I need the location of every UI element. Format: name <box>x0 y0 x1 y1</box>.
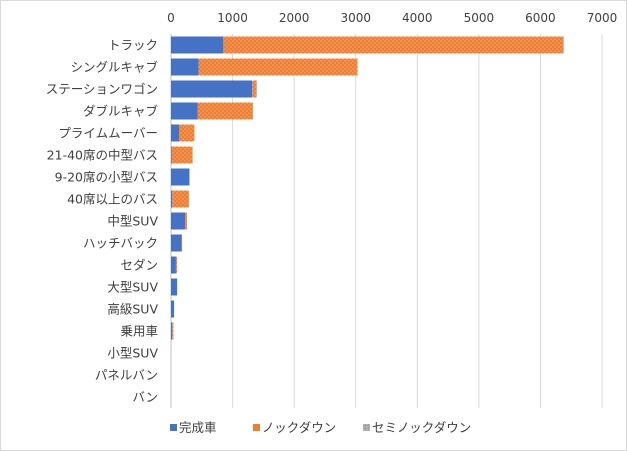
x-tick-label: 2000 <box>279 11 310 25</box>
legend-label: ノックダウン <box>262 420 336 435</box>
legend-swatch <box>363 424 370 431</box>
x-tick-label: 4000 <box>402 11 433 25</box>
bar-complete <box>171 146 172 164</box>
bar-knockdown <box>179 124 195 142</box>
bar-knockdown <box>252 80 256 98</box>
category-label: ハッチバック <box>83 236 158 251</box>
bar-complete <box>171 124 180 142</box>
bar-knockdown <box>223 36 564 54</box>
bar-complete <box>171 256 176 274</box>
bar-complete <box>171 58 199 76</box>
category-label: 9-20席の小型バス <box>55 170 158 185</box>
category-label: バン <box>132 390 158 405</box>
bar-complete <box>171 36 224 54</box>
category-label: セダン <box>120 258 158 273</box>
category-label: 乗用車 <box>120 324 158 339</box>
x-tick-label: 3000 <box>340 11 371 25</box>
category-label: 小型SUV <box>107 346 158 361</box>
bar-knockdown <box>198 58 358 76</box>
x-tick-label: 1000 <box>217 11 248 25</box>
x-tick-label: 6000 <box>525 11 556 25</box>
bar-semi-knockdown <box>255 80 257 98</box>
bar-complete <box>171 234 182 252</box>
category-label: 21-40席の中型バス <box>47 148 158 163</box>
legend-swatch <box>253 424 260 431</box>
bar-semi-knockdown <box>563 36 564 54</box>
bar-complete <box>171 300 175 318</box>
bar-knockdown <box>171 146 193 164</box>
x-axis-ticks: 0 1000 2000 3000 4000 5000 6000 7000 <box>167 11 617 25</box>
bar-knockdown <box>185 212 188 230</box>
legend-label: セミノックダウン <box>372 420 471 435</box>
bar-complete <box>171 80 253 98</box>
bar-knockdown <box>181 234 183 252</box>
category-label: 大型SUV <box>107 280 158 295</box>
category-label: パネルバン <box>95 368 158 383</box>
x-tick-label: 5000 <box>464 11 495 25</box>
legend-label: 完成車 <box>179 420 217 435</box>
legend-swatch <box>170 424 177 431</box>
bar-complete <box>171 322 173 340</box>
bar-knockdown <box>172 322 174 340</box>
category-label: プライムムーバー <box>58 126 158 141</box>
category-label: シングルキャブ <box>70 60 158 75</box>
category-label: 中型SUV <box>107 214 158 229</box>
bar-knockdown <box>175 256 178 274</box>
bar-complete <box>171 190 173 208</box>
bar-knockdown <box>172 190 189 208</box>
bars <box>171 36 564 340</box>
bar-complete <box>171 278 178 296</box>
x-tick-label: 0 <box>167 11 175 25</box>
category-label: ステーションワゴン <box>46 82 158 97</box>
bar-knockdown <box>197 102 253 120</box>
category-label: トラック <box>108 38 158 53</box>
legend: 完成車 ノックダウン セミノックダウン <box>170 420 471 435</box>
bar-complete <box>171 102 198 120</box>
category-label: 高級SUV <box>107 302 158 317</box>
bar-complete <box>171 212 186 230</box>
category-label: 40席以上のバス <box>67 192 158 207</box>
x-tick-label: 7000 <box>587 11 618 25</box>
category-label: ダブルキャブ <box>83 104 159 119</box>
bar-complete <box>171 168 190 186</box>
